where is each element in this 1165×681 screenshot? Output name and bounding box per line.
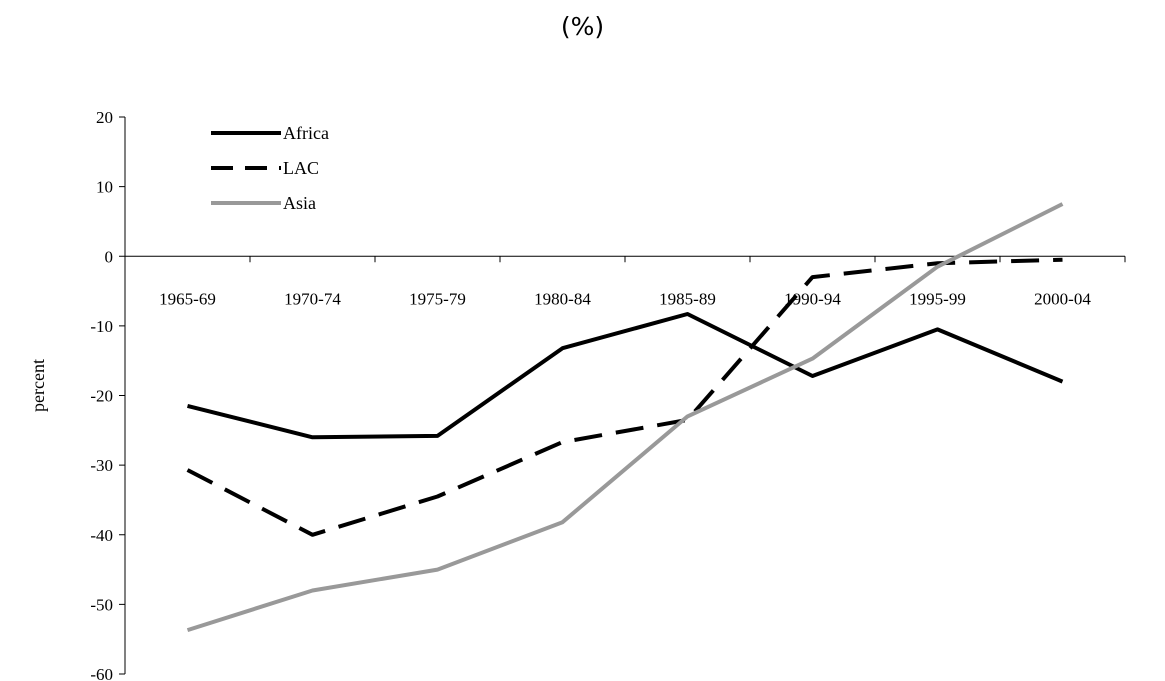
- y-tick-label: -20: [90, 387, 113, 406]
- y-tick-label: -50: [90, 595, 113, 614]
- legend-label-asia: Asia: [283, 193, 316, 213]
- y-tick-label: -30: [90, 456, 113, 475]
- y-tick-label: 0: [105, 247, 114, 266]
- legend-label-lac: LAC: [283, 158, 319, 178]
- y-axis-title: percent: [28, 359, 48, 412]
- series-line-asia: [186, 202, 1064, 633]
- series-line-lac: [186, 257, 1063, 537]
- legend-label-africa: Africa: [283, 123, 329, 143]
- x-tick-label: 1985-89: [659, 289, 716, 308]
- y-tick-label: -10: [90, 317, 113, 336]
- series-line-africa: [187, 312, 1064, 440]
- x-tick-label: 1990-94: [784, 289, 841, 308]
- chart-title: (%): [560, 12, 605, 41]
- y-tick-label: -60: [90, 665, 113, 681]
- y-tick-label: 10: [96, 178, 113, 197]
- x-tick-label: 1995-99: [909, 289, 966, 308]
- x-tick-label: 1980-84: [534, 289, 591, 308]
- x-tick-label: 1970-74: [284, 289, 341, 308]
- x-tick-label: 1975-79: [409, 289, 466, 308]
- x-tick-label: 1965-69: [159, 289, 216, 308]
- x-tick-label: 2000-04: [1034, 289, 1091, 308]
- y-tick-label: 20: [96, 108, 113, 127]
- y-tick-label: -40: [90, 526, 113, 545]
